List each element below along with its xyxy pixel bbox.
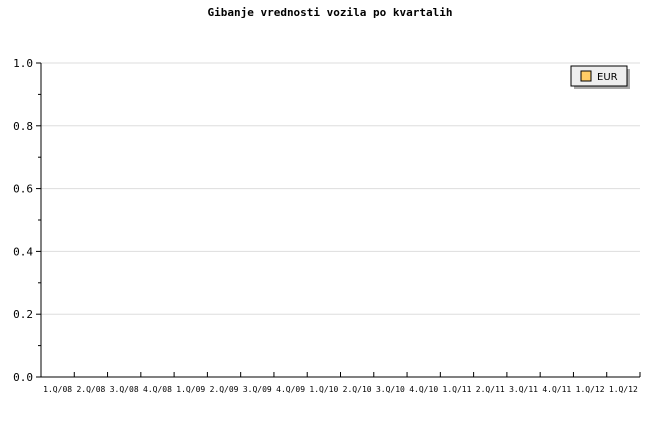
x-tick-label: 3.Q/09 bbox=[243, 385, 272, 394]
legend-label-eur: EUR bbox=[597, 72, 618, 83]
x-tick-label: 3.Q/08 bbox=[110, 385, 139, 394]
x-tick-label: 2.Q/11 bbox=[476, 385, 505, 394]
x-tick-label: 2.Q/09 bbox=[210, 385, 239, 394]
chart-title: Gibanje vrednosti vozila po kvartalih bbox=[207, 6, 452, 19]
x-tick-label: 1.Q/10 bbox=[309, 385, 338, 394]
x-tick-label: 1.Q/11 bbox=[443, 385, 472, 394]
x-tick-label: 3.Q/10 bbox=[376, 385, 405, 394]
x-tick-label: 4.Q/10 bbox=[409, 385, 438, 394]
x-tick-label: 1.Q/08 bbox=[43, 385, 72, 394]
y-tick-label: 0.6 bbox=[13, 183, 33, 196]
y-tick-label: 0.2 bbox=[13, 308, 33, 321]
x-tick-label: 3.Q/11 bbox=[509, 385, 538, 394]
x-tick-label: 1.Q/09 bbox=[176, 385, 205, 394]
y-tick-label: 1.0 bbox=[13, 57, 33, 70]
x-tick-label: 4.Q/09 bbox=[276, 385, 305, 394]
y-tick-label: 0.8 bbox=[13, 120, 33, 133]
x-tick-label: 4.Q/11 bbox=[542, 385, 571, 394]
x-tick-label: 4.Q/08 bbox=[143, 385, 172, 394]
x-tick-label: 1.Q/12 bbox=[576, 385, 605, 394]
legend-swatch-eur bbox=[580, 70, 592, 82]
x-tick-label: 2.Q/08 bbox=[76, 385, 105, 394]
y-tick-label: 0.0 bbox=[13, 371, 33, 384]
y-tick-label: 0.4 bbox=[13, 245, 33, 258]
x-tick-label: 1.Q/12 bbox=[609, 385, 638, 394]
legend: EUR bbox=[570, 65, 630, 89]
x-tick-label: 2.Q/10 bbox=[343, 385, 372, 394]
